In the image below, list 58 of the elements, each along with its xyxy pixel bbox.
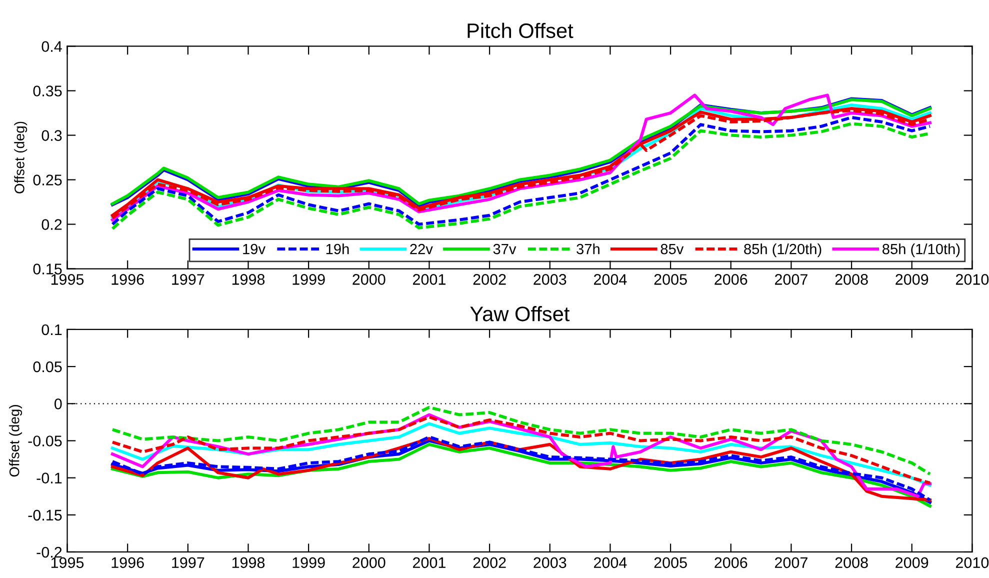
x-tick-label: 2000 bbox=[352, 274, 386, 285]
x-tick-label: 2008 bbox=[835, 274, 868, 285]
x-tick-label: 2002 bbox=[473, 557, 506, 568]
legend-label: 22v bbox=[410, 244, 433, 254]
y-axis-title: Offset (deg) bbox=[9, 405, 22, 477]
x-tick-label: 2008 bbox=[835, 557, 868, 568]
x-tick-label: 2005 bbox=[654, 557, 687, 568]
x-tick-label: 1996 bbox=[112, 274, 144, 285]
x-tick-label: 2010 bbox=[956, 557, 989, 568]
x-tick-label: 2001 bbox=[413, 274, 446, 285]
legend-label: 37h bbox=[576, 244, 600, 254]
x-tick-label: 1999 bbox=[292, 274, 325, 285]
y-tick-label: -0.15 bbox=[28, 510, 62, 521]
y-tick-label: 0 bbox=[54, 398, 62, 410]
x-tick-label: 2004 bbox=[594, 557, 627, 568]
x-tick-label: 2003 bbox=[534, 274, 566, 285]
legend-label: 19v bbox=[243, 244, 266, 254]
x-tick-label: 2003 bbox=[534, 557, 566, 568]
x-tick-label: 2005 bbox=[654, 274, 687, 285]
x-tick-label: 1998 bbox=[232, 274, 265, 285]
y-tick-label: 0.25 bbox=[33, 174, 62, 186]
x-tick-label: 2007 bbox=[774, 557, 808, 568]
legend-label: 85v bbox=[660, 244, 684, 254]
y-tick-label: -0.2 bbox=[36, 546, 62, 558]
chart-title: Pitch Offset bbox=[468, 22, 574, 38]
y-tick-label: 0.1 bbox=[42, 324, 62, 336]
y-tick-label: -0.1 bbox=[36, 472, 62, 484]
legend-label: 85h (1/10th) bbox=[882, 244, 960, 258]
chart-title: Yaw Offset bbox=[470, 306, 570, 322]
y-tick-label: 0.3 bbox=[42, 130, 62, 141]
legend-label: 37v bbox=[493, 244, 516, 254]
x-tick-label: 2006 bbox=[714, 557, 748, 568]
x-tick-label: 1998 bbox=[232, 557, 265, 568]
x-tick-label: 2002 bbox=[473, 274, 506, 285]
y-tick-label: 0.15 bbox=[33, 264, 62, 274]
y-tick-label: 0.35 bbox=[33, 86, 62, 96]
x-tick-label: 1999 bbox=[292, 557, 325, 568]
y-axis-title: Offset (deg) bbox=[14, 122, 28, 194]
legend-label: 19h bbox=[326, 244, 349, 254]
x-tick-label: 2007 bbox=[774, 274, 808, 285]
x-tick-label: 2010 bbox=[956, 274, 989, 285]
y-tick-label: 0.4 bbox=[42, 41, 62, 52]
x-tick-label: 1997 bbox=[172, 557, 204, 568]
x-tick-label: 1996 bbox=[112, 557, 144, 568]
y-tick-label: -0.05 bbox=[28, 436, 62, 446]
y-tick-label: 0.2 bbox=[42, 219, 62, 230]
x-tick-label: 1995 bbox=[51, 557, 84, 568]
y-tick-label: 0.05 bbox=[33, 361, 62, 372]
x-tick-label: 1997 bbox=[172, 274, 204, 285]
line-series bbox=[110, 406, 932, 476]
legend-label: 85h (1/20th) bbox=[744, 244, 822, 258]
x-tick-label: 1995 bbox=[51, 274, 84, 285]
x-tick-label: 2006 bbox=[714, 274, 748, 285]
x-tick-label: 2004 bbox=[594, 274, 627, 285]
x-tick-label: 2009 bbox=[896, 557, 928, 568]
x-tick-label: 2000 bbox=[352, 557, 386, 568]
x-tick-label: 2001 bbox=[413, 557, 446, 568]
x-tick-label: 2009 bbox=[896, 274, 928, 285]
